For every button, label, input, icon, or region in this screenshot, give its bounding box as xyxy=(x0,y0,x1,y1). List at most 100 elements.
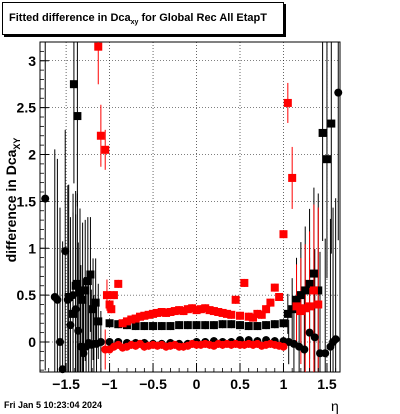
x-tick-label: 1.5 xyxy=(317,376,337,392)
data-square xyxy=(101,145,110,154)
data-square xyxy=(279,230,288,239)
data-square xyxy=(292,302,301,311)
data-square xyxy=(322,155,331,164)
y-tick-label: 0 xyxy=(28,334,36,350)
data-square xyxy=(114,279,123,288)
data-square xyxy=(227,320,236,329)
data-square xyxy=(288,305,297,314)
data-square xyxy=(314,300,323,309)
data-circle xyxy=(334,88,343,97)
data-square xyxy=(244,322,253,331)
data-square xyxy=(296,307,305,316)
data-square xyxy=(86,270,95,279)
data-square xyxy=(257,310,266,319)
data-square xyxy=(279,319,288,328)
data-circle xyxy=(279,342,288,351)
x-tick-label: 0.5 xyxy=(230,376,250,392)
data-square xyxy=(222,309,231,318)
data-square xyxy=(305,279,314,288)
data-square xyxy=(179,307,188,316)
data-square xyxy=(205,306,214,315)
data-square xyxy=(105,300,114,309)
data-square xyxy=(69,309,78,318)
data-square xyxy=(192,321,201,330)
data-square xyxy=(188,304,197,313)
data-square xyxy=(183,305,192,314)
data-square xyxy=(283,98,292,107)
data-square xyxy=(94,317,103,326)
data-square xyxy=(218,308,227,317)
data-circle xyxy=(305,328,314,337)
data-circle xyxy=(74,326,83,335)
data-square xyxy=(209,321,218,330)
data-square xyxy=(131,322,140,331)
plot-frame xyxy=(39,41,341,373)
data-square xyxy=(149,322,158,331)
y-tick-label: 2 xyxy=(28,147,36,163)
data-square xyxy=(270,283,279,292)
data-square xyxy=(236,321,244,330)
data-square xyxy=(305,302,314,311)
data-square xyxy=(231,295,240,304)
data-square xyxy=(266,298,275,307)
data-circle xyxy=(321,349,330,358)
data-square xyxy=(301,304,310,313)
chart-title: Fitted difference in Dcaxy for Global Re… xyxy=(9,12,267,27)
data-points xyxy=(41,42,343,374)
data-square xyxy=(236,311,244,320)
timestamp-footer: Fri Jan 5 10:23:04 2024 xyxy=(4,400,103,410)
data-square xyxy=(157,308,166,316)
data-square xyxy=(192,306,201,315)
data-square xyxy=(309,269,318,278)
data-square xyxy=(292,295,301,304)
data-square xyxy=(270,320,279,329)
data-circle xyxy=(300,345,309,354)
data-square xyxy=(153,308,162,317)
data-square xyxy=(69,80,78,89)
data-square xyxy=(131,314,140,323)
data-square xyxy=(240,278,249,287)
data-square xyxy=(105,319,114,328)
data-square xyxy=(175,321,184,330)
data-square xyxy=(162,308,171,317)
data-square xyxy=(91,298,100,307)
data-square xyxy=(253,309,262,318)
data-square xyxy=(327,119,336,128)
x-tick-label: −0.5 xyxy=(139,376,167,392)
data-square xyxy=(244,312,253,321)
data-square xyxy=(318,128,327,137)
data-square xyxy=(94,42,103,51)
data-square xyxy=(78,295,87,304)
data-square xyxy=(170,307,179,316)
data-square xyxy=(96,131,105,140)
x-axis-label: η xyxy=(331,398,339,414)
y-tick-label: 2.5 xyxy=(17,100,37,116)
data-square xyxy=(201,304,210,313)
data-square xyxy=(107,305,116,314)
data-square xyxy=(73,112,82,121)
axes: −1.5 −1 −0.5 0 0.5 1 1.5 0 0.5 1 1.5 2 2.5 3 xyxy=(17,50,337,392)
data-square xyxy=(73,279,82,288)
data-square xyxy=(114,320,123,329)
data-square xyxy=(214,308,223,316)
data-square xyxy=(296,291,305,300)
data-square xyxy=(314,286,323,295)
data-circle xyxy=(61,247,70,256)
data-square xyxy=(89,305,98,314)
data-square xyxy=(253,322,262,331)
x-tick-label: 0 xyxy=(193,376,201,392)
data-square xyxy=(218,320,227,329)
data-circle xyxy=(53,295,62,304)
data-square xyxy=(275,293,284,301)
data-circle xyxy=(79,349,88,358)
data-circle xyxy=(96,338,105,346)
data-square xyxy=(102,291,111,300)
data-square xyxy=(81,286,90,295)
data-square xyxy=(209,307,218,316)
data-square xyxy=(109,291,118,300)
y-tick-label: 1.5 xyxy=(17,193,37,209)
data-circle xyxy=(66,321,75,330)
data-square xyxy=(196,305,205,314)
data-square xyxy=(249,313,258,322)
